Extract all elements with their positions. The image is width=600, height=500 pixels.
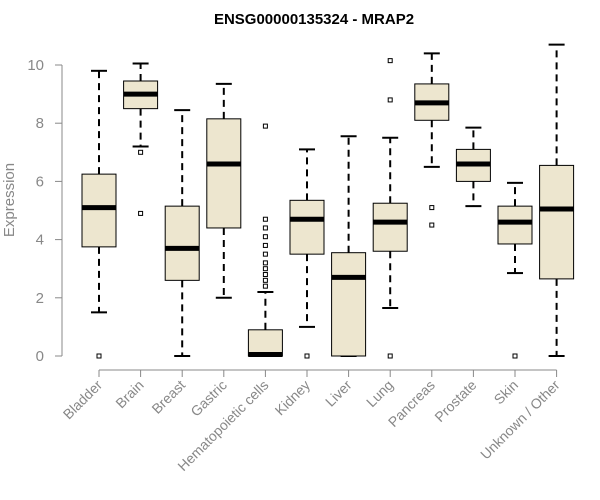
iqr-box [164, 205, 200, 281]
iqr-box [539, 164, 575, 280]
outlier-point [262, 260, 268, 266]
x-tick-label: Breast [148, 377, 188, 417]
x-tick-label: Brain [112, 377, 146, 411]
outlier-point [262, 266, 268, 272]
y-tick-label: 10 [27, 57, 44, 74]
outlier-point [96, 353, 102, 359]
iqr-box [497, 205, 533, 245]
x-tick-label: Unknown / Other [477, 377, 563, 463]
x-tick-label: Liver [322, 377, 355, 410]
x-tick-label: Skin [491, 377, 522, 408]
outlier-point [262, 272, 268, 278]
box-group-prostate [455, 126, 491, 208]
iqr-box [331, 252, 367, 357]
outlier-point [138, 149, 144, 155]
box-group-kidney [289, 148, 325, 359]
box-group-brain [123, 62, 159, 216]
box-group-hematopoietic-cells [247, 123, 283, 358]
box-group-skin [497, 181, 533, 359]
x-tick-label: Prostate [431, 377, 479, 425]
y-tick-label: 0 [36, 348, 44, 365]
outlier-point [387, 58, 393, 64]
iqr-box [372, 202, 408, 252]
iqr-box [81, 173, 117, 248]
outlier-point [262, 283, 268, 289]
box-group-pancreas [414, 52, 450, 228]
box-group-unknown-other [539, 43, 575, 357]
y-tick-label: 8 [36, 115, 44, 132]
y-tick-label: 2 [36, 290, 44, 307]
outlier-point [304, 353, 310, 359]
outlier-point [262, 123, 268, 129]
outlier-point [262, 225, 268, 231]
box-group-breast [164, 109, 200, 357]
outlier-point [429, 205, 435, 211]
outlier-point [262, 277, 268, 283]
outlier-point [262, 234, 268, 240]
y-tick-label: 4 [36, 232, 44, 249]
y-tick-label: 6 [36, 173, 44, 190]
box-group-bladder [81, 69, 117, 359]
outlier-point [262, 251, 268, 257]
outlier-point [262, 216, 268, 222]
box-group-gastric [206, 82, 242, 299]
outlier-point [429, 222, 435, 228]
chart-title: ENSG00000135324 - MRAP2 [214, 11, 414, 28]
outlier-point [262, 242, 268, 248]
outlier-point [387, 97, 393, 103]
box-group-liver [331, 135, 367, 357]
x-tick-label: Kidney [272, 377, 314, 419]
outlier-point [512, 353, 518, 359]
x-tick-label: Lung [363, 377, 396, 410]
boxes [81, 43, 575, 359]
y-axis: 0 2 4 6 8 10 [27, 57, 63, 365]
box-group-lung [372, 58, 408, 359]
outlier-point [138, 210, 144, 216]
iqr-box [289, 199, 325, 255]
outlier-point [387, 353, 393, 359]
iqr-box [206, 118, 242, 229]
y-axis-label: Expression [1, 163, 18, 237]
x-tick-label: Bladder [60, 377, 106, 423]
